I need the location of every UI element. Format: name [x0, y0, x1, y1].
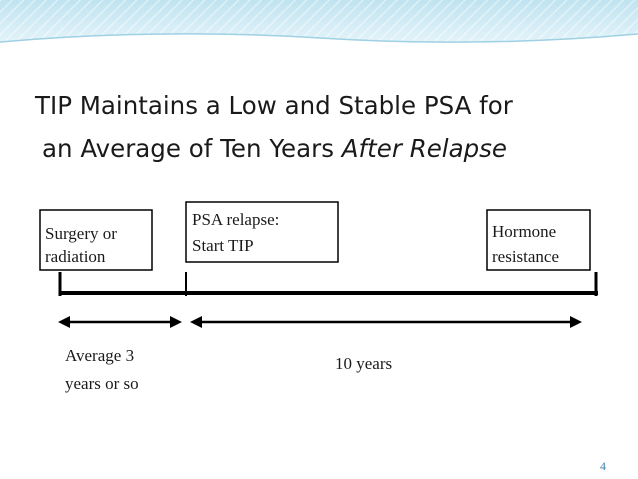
node-box: PSA relapse: Start TIP	[185, 201, 339, 263]
page-number: 4	[600, 459, 606, 473]
span-label: Average 3	[65, 346, 134, 365]
node-label: Start TIP	[192, 236, 254, 255]
node-label: Hormone	[492, 222, 556, 241]
node-label: PSA relapse:	[192, 210, 279, 229]
title-line: TIP Maintains a Low and Stable PSA for	[34, 91, 514, 120]
span-arrow	[58, 316, 182, 328]
node-box: Surgery or radiation	[39, 209, 153, 271]
title-line: an Average of Ten Years After Relapse	[42, 134, 507, 163]
title-italic: After Relapse	[340, 134, 507, 163]
node-label: resistance	[492, 247, 559, 266]
title-text: an Average of Ten Years	[42, 134, 334, 163]
span-arrow	[190, 316, 582, 328]
timeline	[58, 272, 598, 296]
node-label: Surgery or	[45, 224, 117, 243]
span-label: years or so	[65, 374, 139, 393]
node-box: Hormone resistance	[486, 209, 591, 271]
header-band	[0, 0, 638, 43]
node-label: radiation	[45, 247, 106, 266]
span-label: 10 years	[335, 354, 392, 373]
